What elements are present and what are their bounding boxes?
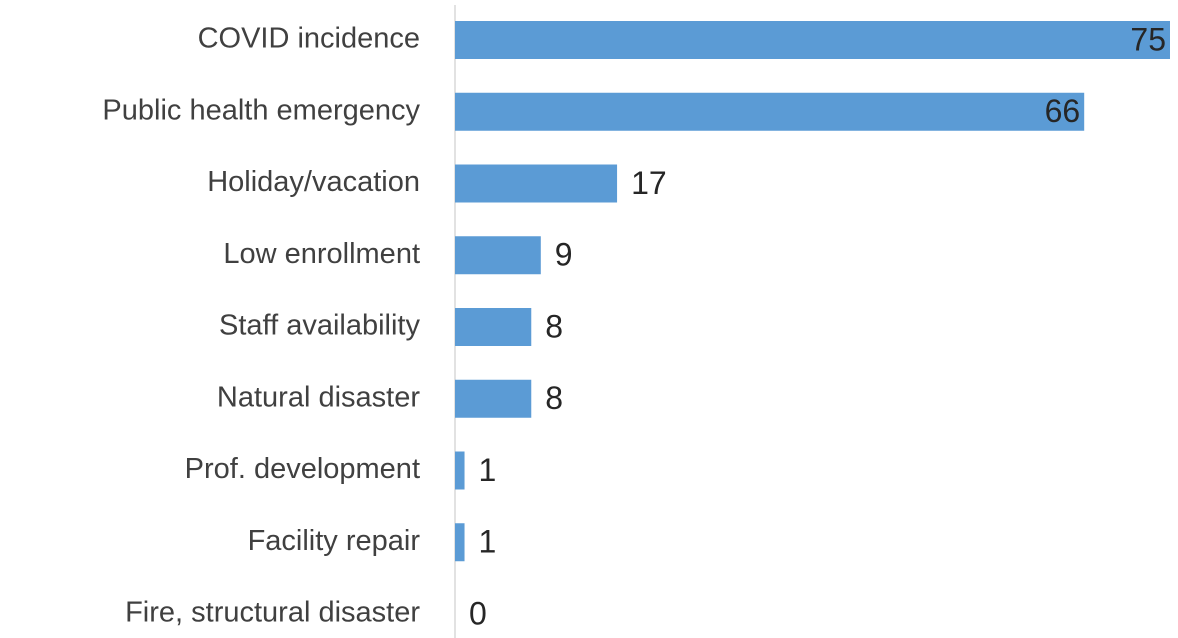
- category-label: Low enrollment: [223, 238, 420, 270]
- bar: [455, 92, 1085, 131]
- bar: [455, 21, 1170, 59]
- category-label: COVID incidence: [198, 23, 420, 55]
- bar: [455, 308, 532, 346]
- bar: [455, 236, 541, 275]
- data-label: 0: [469, 595, 487, 631]
- data-label: 1: [479, 524, 497, 560]
- category-label: Staff availability: [219, 310, 420, 342]
- data-label: 75: [1130, 21, 1166, 57]
- data-label: 8: [545, 380, 563, 416]
- bar: [455, 523, 465, 562]
- bar: [455, 451, 465, 490]
- data-label: 66: [1045, 93, 1081, 129]
- category-label: Holiday/vacation: [207, 166, 420, 198]
- category-label: Natural disaster: [217, 381, 420, 413]
- category-label: Facility repair: [248, 525, 421, 557]
- data-label: 8: [545, 308, 563, 344]
- bar: [455, 164, 618, 203]
- bar: [455, 379, 532, 418]
- category-label: Prof. development: [185, 453, 420, 485]
- data-label: 9: [555, 237, 573, 273]
- data-label: 1: [479, 452, 497, 488]
- category-label: Fire, structural disaster: [125, 597, 420, 629]
- category-label: Public health emergency: [102, 94, 420, 126]
- data-label: 17: [631, 165, 667, 201]
